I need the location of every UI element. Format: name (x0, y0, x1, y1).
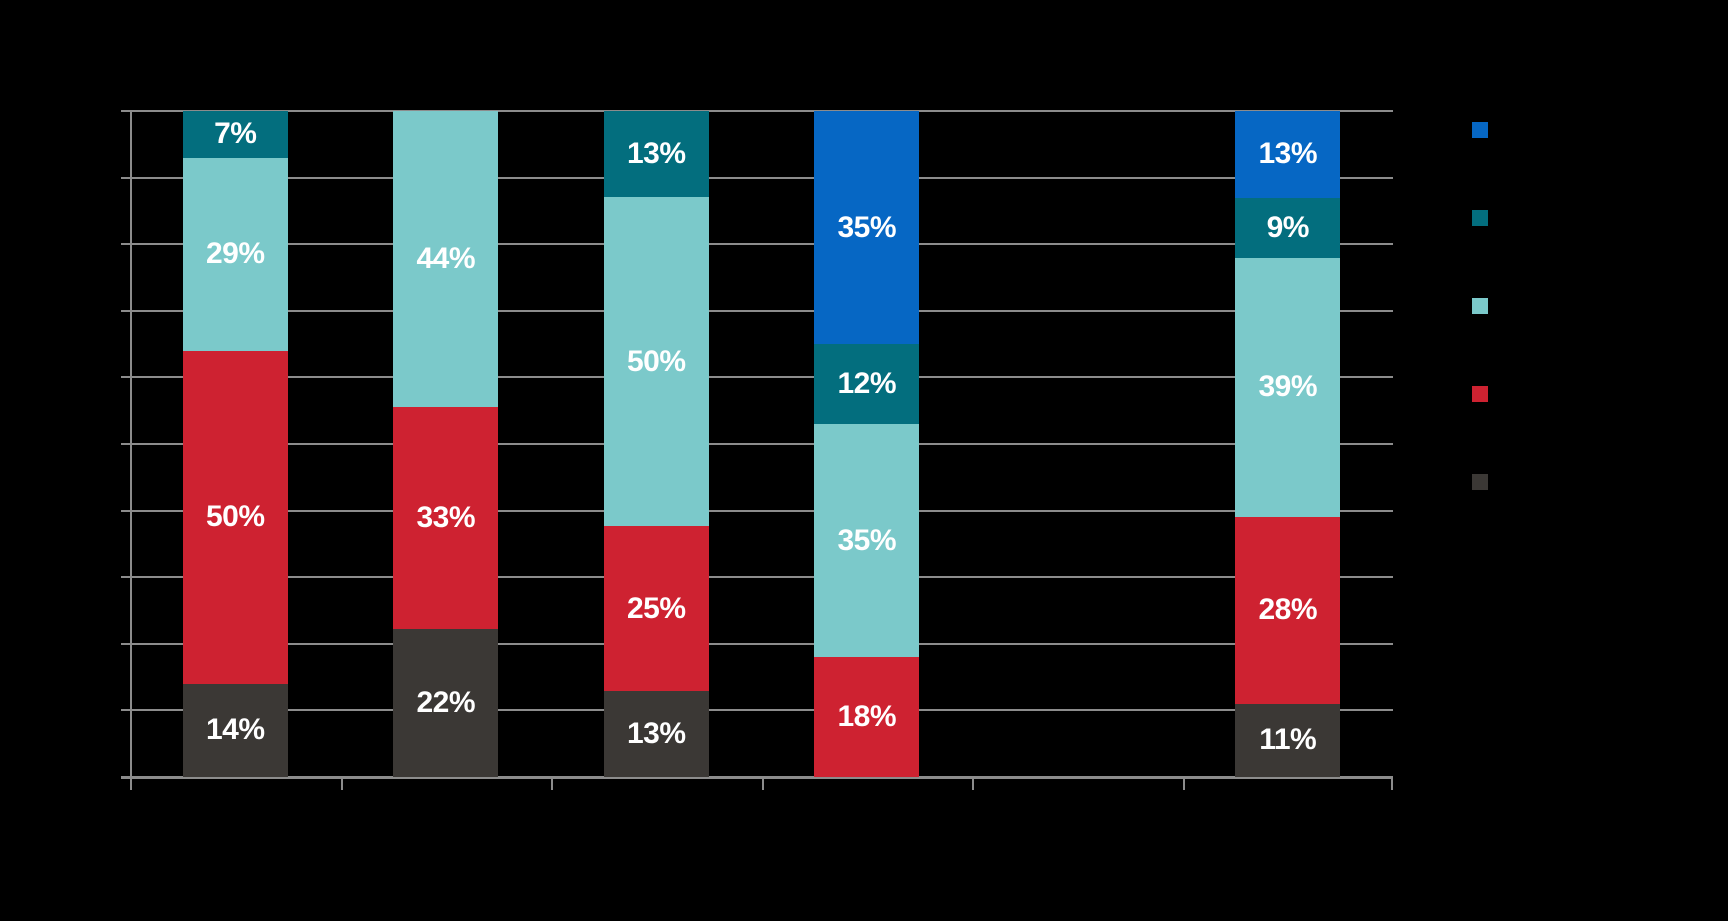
bar-segment-series-dark-gray: 13% (603, 691, 709, 777)
gridline (121, 110, 1393, 112)
bar-category-3: 13% 50% 25% 13% (603, 111, 709, 777)
bar-segment-label: 14% (205, 713, 265, 747)
bar-segment-series-light-teal: 44% (393, 111, 499, 407)
bar-segment-series-red: 50% (182, 350, 288, 684)
bar-segment-series-red: 25% (603, 526, 709, 692)
gridline (121, 709, 1393, 712)
bar-segment-label: 28% (1258, 593, 1318, 627)
bar-segment-series-light-teal: 39% (1235, 257, 1341, 518)
gridline (121, 443, 1393, 445)
bar-segment-label: 13% (626, 136, 686, 170)
bar-segment-series-dark-teal: 12% (814, 344, 920, 424)
bar-segment-series-dark-gray: 14% (182, 683, 288, 777)
legend-swatch-dark-teal (1472, 210, 1488, 226)
gridline (121, 243, 1393, 246)
bar-segment-label: 22% (416, 686, 476, 719)
bar-segment-label: 12% (837, 367, 897, 401)
bar-segment-label: 9% (1266, 210, 1310, 244)
bar-segment-series-red: 18% (814, 657, 920, 777)
bar-segment-series-blue: 35% (814, 111, 920, 345)
x-axis-tick (1182, 779, 1185, 790)
bar-segment-series-light-teal: 35% (814, 424, 920, 658)
bar-segment-label: 39% (1258, 370, 1318, 404)
x-axis-tick (551, 779, 553, 790)
bar-segment-series-dark-teal: 13% (603, 111, 709, 197)
legend-swatch-blue (1472, 122, 1488, 138)
bar-segment-label: 13% (626, 717, 686, 751)
bar-segment-label: 13% (1258, 137, 1318, 171)
bar-category-1: 7% 29% 50% 14% (182, 111, 288, 777)
bar-segment-series-red: 28% (1235, 517, 1341, 704)
x-axis-baseline (121, 776, 1393, 779)
gridline (121, 642, 1393, 645)
bar-segment-label: 50% (626, 344, 686, 378)
legend-swatch-dark-gray (1472, 474, 1488, 490)
bar-category-4: 35% 12% 35% 18% (814, 111, 920, 777)
bar-segment-label: 44% (416, 242, 476, 275)
bar-segment-series-dark-teal: 7% (182, 111, 288, 158)
gridline (121, 376, 1393, 379)
bar-segment-series-light-teal: 50% (603, 196, 709, 527)
bar-segment-series-blue: 13% (1235, 111, 1341, 198)
bar-segment-label: 50% (205, 500, 265, 534)
bar-segment-series-dark-gray: 22% (393, 629, 499, 777)
gridline (121, 509, 1393, 512)
y-axis-line (130, 111, 132, 790)
bar-segment-label: 7% (214, 117, 257, 151)
bar-category-6: 13% 9% 39% 28% 11% (1235, 111, 1341, 777)
bar-segment-series-light-teal: 29% (182, 157, 288, 351)
bar-category-2: 44% 33% 22% (393, 111, 499, 777)
bar-segment-label: 25% (626, 591, 686, 625)
bar-segment-label: 18% (837, 700, 897, 734)
x-axis-tick (1391, 779, 1393, 790)
gridline (121, 576, 1393, 579)
legend-swatch-red (1472, 386, 1488, 402)
bar-segment-label: 11% (1259, 723, 1317, 757)
x-axis-tick (340, 779, 343, 790)
bar-segment-series-dark-gray: 11% (1235, 703, 1341, 777)
legend-swatch-light-teal (1472, 298, 1488, 314)
bar-segment-series-red: 33% (393, 407, 499, 629)
bar-segment-label: 29% (205, 237, 265, 271)
bar-segment-label: 35% (837, 210, 897, 244)
x-axis-tick (761, 779, 764, 790)
gridline (121, 176, 1393, 179)
gridline (121, 309, 1393, 312)
bar-segment-series-dark-teal: 9% (1235, 197, 1341, 258)
bar-segment-label: 35% (837, 523, 897, 557)
bar-segment-label: 33% (416, 501, 476, 534)
x-axis-tick (972, 779, 974, 790)
